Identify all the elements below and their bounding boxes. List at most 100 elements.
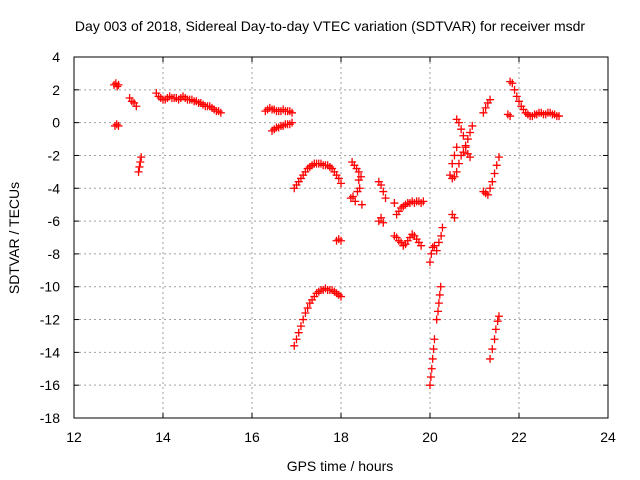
data-point-marker xyxy=(426,372,435,381)
data-point-marker xyxy=(135,162,144,171)
grid-lines xyxy=(74,57,608,418)
data-point-marker xyxy=(488,177,497,186)
data-point-marker xyxy=(136,158,145,167)
data-point-marker xyxy=(288,118,297,127)
data-point-marker xyxy=(459,148,468,157)
data-point-marker xyxy=(426,381,434,390)
x-tick-label: 16 xyxy=(244,429,260,445)
data-point-marker xyxy=(428,354,437,363)
data-point-marker xyxy=(381,194,390,203)
data-point-marker xyxy=(555,112,564,121)
y-tick-label: -10 xyxy=(40,279,60,295)
y-tick-label: -4 xyxy=(48,180,61,196)
data-point-marker xyxy=(438,223,447,232)
x-tick-label: 14 xyxy=(155,429,171,445)
data-point-marker xyxy=(430,241,439,250)
data-point-marker xyxy=(452,167,461,176)
data-point-marker xyxy=(452,143,461,152)
y-tick-label: -6 xyxy=(48,213,61,229)
data-point-marker xyxy=(493,317,502,326)
y-tick-label: -8 xyxy=(48,246,61,262)
data-point-marker xyxy=(506,112,515,121)
data-point-marker xyxy=(294,328,303,337)
data-point-marker xyxy=(296,322,305,331)
data-point-marker xyxy=(292,335,301,344)
data-point-marker xyxy=(434,307,443,316)
x-tick-label: 12 xyxy=(66,429,82,445)
data-point-marker xyxy=(337,292,345,301)
data-point-marker xyxy=(512,92,521,101)
data-point-marker xyxy=(354,167,363,176)
data-point-marker xyxy=(427,364,436,373)
data-point-marker xyxy=(457,125,466,134)
data-point-marker xyxy=(134,167,143,176)
data-point-marker xyxy=(508,79,517,88)
data-point-marker xyxy=(491,325,500,334)
data-point-marker xyxy=(486,95,495,104)
data-point-marker xyxy=(435,290,444,299)
data-point-marker xyxy=(486,354,495,363)
data-point-marker xyxy=(434,299,443,308)
y-tick-label: 2 xyxy=(52,82,60,98)
y-axis-label: SDTVAR / TECUs xyxy=(6,182,22,294)
data-point-marker xyxy=(490,335,499,344)
data-point-marker xyxy=(113,82,122,91)
data-point-marker xyxy=(461,141,470,150)
data-point-marker xyxy=(132,102,141,111)
data-point-marker xyxy=(463,135,472,144)
data-point-marker xyxy=(454,159,463,168)
data-point-marker xyxy=(450,151,459,160)
data-point-marker xyxy=(357,200,366,209)
data-point-marker xyxy=(448,159,457,168)
data-point-marker xyxy=(432,246,441,255)
data-point-marker xyxy=(216,108,225,117)
data-point-marker xyxy=(434,238,443,247)
data-point-marker xyxy=(303,304,312,313)
data-point-marker xyxy=(450,172,459,181)
data-point-marker xyxy=(468,121,477,130)
data-point-marker xyxy=(479,108,488,117)
data-point-marker xyxy=(337,236,345,245)
data-point-marker xyxy=(427,249,436,258)
data-point-marker xyxy=(337,179,345,188)
data-points xyxy=(110,77,564,390)
data-point-marker xyxy=(466,128,475,137)
data-point-marker xyxy=(481,103,490,112)
data-point-marker xyxy=(354,176,363,185)
x-tick-label: 20 xyxy=(422,429,438,445)
data-point-marker xyxy=(492,161,501,170)
y-tick-label: -12 xyxy=(40,312,60,328)
x-tick-label: 24 xyxy=(600,429,616,445)
y-tick-label: 0 xyxy=(52,115,60,131)
data-point-marker xyxy=(426,258,434,267)
data-point-marker xyxy=(114,121,123,130)
y-tick-label: -2 xyxy=(48,147,61,163)
data-point-marker xyxy=(377,213,386,222)
data-point-marker xyxy=(459,131,468,140)
data-point-marker xyxy=(288,108,297,117)
y-tick-label: 4 xyxy=(52,49,60,65)
x-tick-label: 22 xyxy=(511,429,527,445)
data-point-marker xyxy=(379,187,388,196)
data-point-marker xyxy=(301,308,310,317)
data-point-marker xyxy=(377,180,386,189)
data-point-marker xyxy=(490,169,499,178)
data-point-marker xyxy=(419,197,428,206)
data-point-marker xyxy=(515,97,523,106)
data-point-marker xyxy=(436,282,445,291)
data-point-marker xyxy=(429,345,438,354)
data-point-marker xyxy=(349,192,358,201)
data-point-marker xyxy=(494,312,503,321)
y-tick-label: -18 xyxy=(40,410,60,426)
data-point-marker xyxy=(430,335,439,344)
data-point-marker xyxy=(137,153,146,162)
x-tick-label: 18 xyxy=(333,429,349,445)
y-tick-label: -14 xyxy=(40,344,60,360)
data-point-marker xyxy=(510,85,519,94)
data-point-marker xyxy=(450,213,459,222)
data-point-marker xyxy=(454,118,463,127)
data-point-marker xyxy=(299,315,308,324)
data-point-marker xyxy=(417,241,426,250)
